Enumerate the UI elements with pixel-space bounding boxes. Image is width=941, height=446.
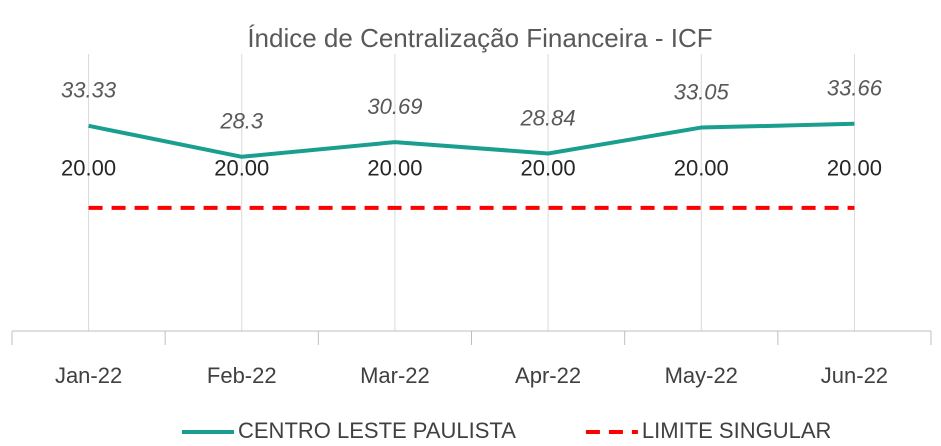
data-label: 28.84 [520, 105, 576, 130]
data-label: 33.66 [827, 76, 883, 101]
x-tick-label: Mar-22 [360, 363, 430, 388]
x-tick-label: Jan-22 [55, 363, 122, 388]
data-label: 20.00 [521, 156, 576, 181]
data-label: 20.00 [61, 156, 116, 181]
data-label: 20.00 [214, 156, 269, 181]
data-label: 20.00 [674, 156, 729, 181]
data-label: 20.00 [367, 156, 422, 181]
chart-title: Índice de Centralização Financeira - ICF [247, 23, 712, 53]
data-label: 30.69 [367, 94, 422, 119]
data-label: 20.00 [827, 156, 882, 181]
x-tick-label: May-22 [665, 363, 738, 388]
x-tick-label: Feb-22 [207, 363, 277, 388]
data-label: 28.3 [219, 109, 264, 134]
data-label: 33.33 [61, 78, 117, 103]
legend-label: LIMITE SINGULAR [642, 418, 831, 443]
data-label: 33.05 [674, 79, 730, 104]
line-series [88, 121, 855, 159]
x-tick-label: Jun-22 [821, 363, 888, 388]
legend-label: CENTRO LESTE PAULISTA [238, 418, 516, 443]
x-tick-label: Apr-22 [515, 363, 581, 388]
